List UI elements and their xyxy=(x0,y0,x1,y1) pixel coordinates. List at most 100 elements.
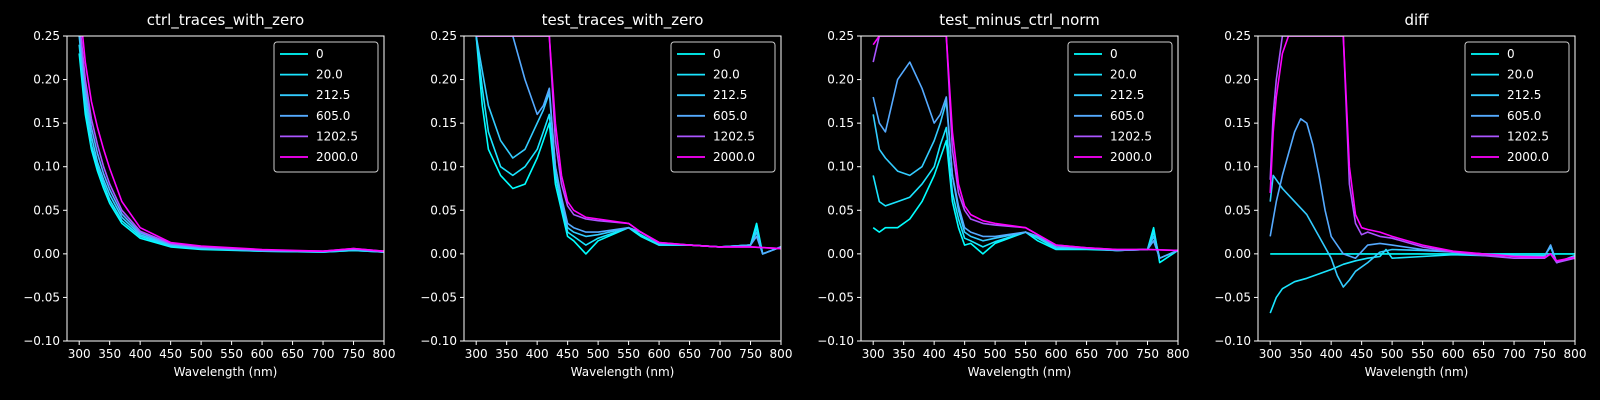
chart-panel-2: test_minus_ctrl_norm 300 350 400 450 500 550 60… xyxy=(817,11,1189,379)
legend-label-1: 20.0 xyxy=(713,68,740,82)
x-tick-label: 700 xyxy=(1503,347,1526,361)
x-tick-label: 550 xyxy=(617,347,640,361)
series-group xyxy=(78,36,384,253)
x-tick-label: 300 xyxy=(68,347,91,361)
x-tick-label: 500 xyxy=(190,347,213,361)
series-group xyxy=(872,36,1178,264)
y-tick-label: 0.05 xyxy=(33,203,60,217)
x-tick-label: 700 xyxy=(1106,347,1129,361)
x-tick-label: 750 xyxy=(739,347,762,361)
series-line-5 xyxy=(81,36,384,252)
y-tick-label: 0.20 xyxy=(827,73,854,87)
legend-label-0: 0 xyxy=(713,47,721,61)
legend-label-4: 1202.5 xyxy=(1507,129,1549,143)
chart-panel-1: test_traces_with_zero 300 350 400 450 500 550 6… xyxy=(420,11,792,379)
y-tick-label: 0.10 xyxy=(430,160,457,174)
legend: 0 20.0 212.5 605.0 1202.5 2000.0 xyxy=(1067,41,1173,173)
series-group xyxy=(1269,36,1575,314)
legend-label-4: 1202.5 xyxy=(316,129,358,143)
x-tick-label: 450 xyxy=(159,347,182,361)
legend-label-2: 212.5 xyxy=(1110,88,1144,102)
chart-panel-0: ctrl_traces_with_zero 300 350 400 450 500 550 6… xyxy=(23,11,395,379)
x-tick-label: 750 xyxy=(1136,347,1159,361)
y-tick-label: −0.10 xyxy=(23,334,60,348)
chart-panel-3: diff 300 350 400 450 500 550 600 650 700 750 800 −0.… xyxy=(1214,11,1586,379)
x-tick-label: 750 xyxy=(342,347,365,361)
x-tick-label: 600 xyxy=(1442,347,1465,361)
x-tick-label: 650 xyxy=(1075,347,1098,361)
axes-frame xyxy=(66,35,385,342)
x-tick-label: 400 xyxy=(526,347,549,361)
y-tick-label: 0.10 xyxy=(827,160,854,174)
y-tick-label: 0.10 xyxy=(1224,160,1251,174)
x-tick-label: 450 xyxy=(953,347,976,361)
axes-frame xyxy=(463,35,782,342)
y-tick-label: 0.25 xyxy=(430,29,457,43)
x-tick-label: 750 xyxy=(1533,347,1556,361)
y-tick-label: −0.05 xyxy=(420,290,457,304)
series-line-5 xyxy=(872,36,1178,252)
y-tick-label: 0.25 xyxy=(827,29,854,43)
x-tick-label: 350 xyxy=(495,347,518,361)
y-tick-label: 0.00 xyxy=(1224,247,1251,261)
y-tick-label: −0.10 xyxy=(1214,334,1251,348)
legend-label-0: 0 xyxy=(1507,47,1515,61)
chart-title: test_minus_ctrl_norm xyxy=(939,11,1100,30)
x-tick-label: 350 xyxy=(98,347,121,361)
y-tick-label: 0.00 xyxy=(827,247,854,261)
legend: 0 20.0 212.5 605.0 1202.5 2000.0 xyxy=(273,41,379,173)
y-tick-label: 0.10 xyxy=(33,160,60,174)
x-axis-label: Wavelength (nm) xyxy=(968,365,1072,379)
legend-label-3: 605.0 xyxy=(713,109,747,123)
y-tick-label: 0.15 xyxy=(1224,116,1251,130)
legend-label-0: 0 xyxy=(1110,47,1118,61)
series-line-2 xyxy=(1269,174,1575,288)
chart-title: ctrl_traces_with_zero xyxy=(147,11,304,30)
series-line-5 xyxy=(1269,36,1575,262)
y-tick-label: 0.25 xyxy=(33,29,60,43)
x-tick-label: 500 xyxy=(1381,347,1404,361)
x-tick-label: 300 xyxy=(465,347,488,361)
legend-label-1: 20.0 xyxy=(316,68,343,82)
x-tick-label: 450 xyxy=(1350,347,1373,361)
y-tick-label: 0.05 xyxy=(430,203,457,217)
legend-label-2: 212.5 xyxy=(713,88,747,102)
legend-label-4: 1202.5 xyxy=(1110,129,1152,143)
x-tick-label: 550 xyxy=(220,347,243,361)
y-tick-label: −0.05 xyxy=(1214,290,1251,304)
legend: 0 20.0 212.5 605.0 1202.5 2000.0 xyxy=(670,41,776,173)
x-tick-label: 600 xyxy=(1045,347,1068,361)
x-tick-label: 800 xyxy=(770,347,793,361)
chart-title: diff xyxy=(1404,11,1429,29)
y-tick-label: −0.10 xyxy=(420,334,457,348)
axes-frame xyxy=(860,35,1179,342)
x-tick-label: 700 xyxy=(312,347,335,361)
x-tick-label: 600 xyxy=(648,347,671,361)
y-tick-label: 0.25 xyxy=(1224,29,1251,43)
x-axis-label: Wavelength (nm) xyxy=(571,365,675,379)
x-tick-label: 800 xyxy=(1167,347,1190,361)
y-tick-label: 0.20 xyxy=(430,73,457,87)
series-line-4 xyxy=(1269,36,1575,264)
y-tick-label: 0.00 xyxy=(430,247,457,261)
x-tick-label: 400 xyxy=(129,347,152,361)
x-axis-label: Wavelength (nm) xyxy=(174,365,278,379)
x-tick-label: 350 xyxy=(1289,347,1312,361)
y-tick-label: 0.05 xyxy=(827,203,854,217)
x-tick-label: 300 xyxy=(862,347,885,361)
x-tick-label: 350 xyxy=(892,347,915,361)
x-tick-label: 400 xyxy=(1320,347,1343,361)
x-tick-label: 600 xyxy=(251,347,274,361)
y-tick-label: 0.15 xyxy=(33,116,60,130)
x-tick-label: 400 xyxy=(923,347,946,361)
legend-label-5: 2000.0 xyxy=(316,150,358,164)
legend-label-2: 212.5 xyxy=(1507,88,1541,102)
x-tick-label: 300 xyxy=(1259,347,1282,361)
legend-label-3: 605.0 xyxy=(316,109,350,123)
legend-label-3: 605.0 xyxy=(1507,109,1541,123)
y-tick-label: 0.05 xyxy=(1224,203,1251,217)
x-tick-label: 650 xyxy=(1472,347,1495,361)
x-tick-label: 650 xyxy=(281,347,304,361)
axes-frame xyxy=(1257,35,1576,342)
y-tick-label: 0.15 xyxy=(827,116,854,130)
